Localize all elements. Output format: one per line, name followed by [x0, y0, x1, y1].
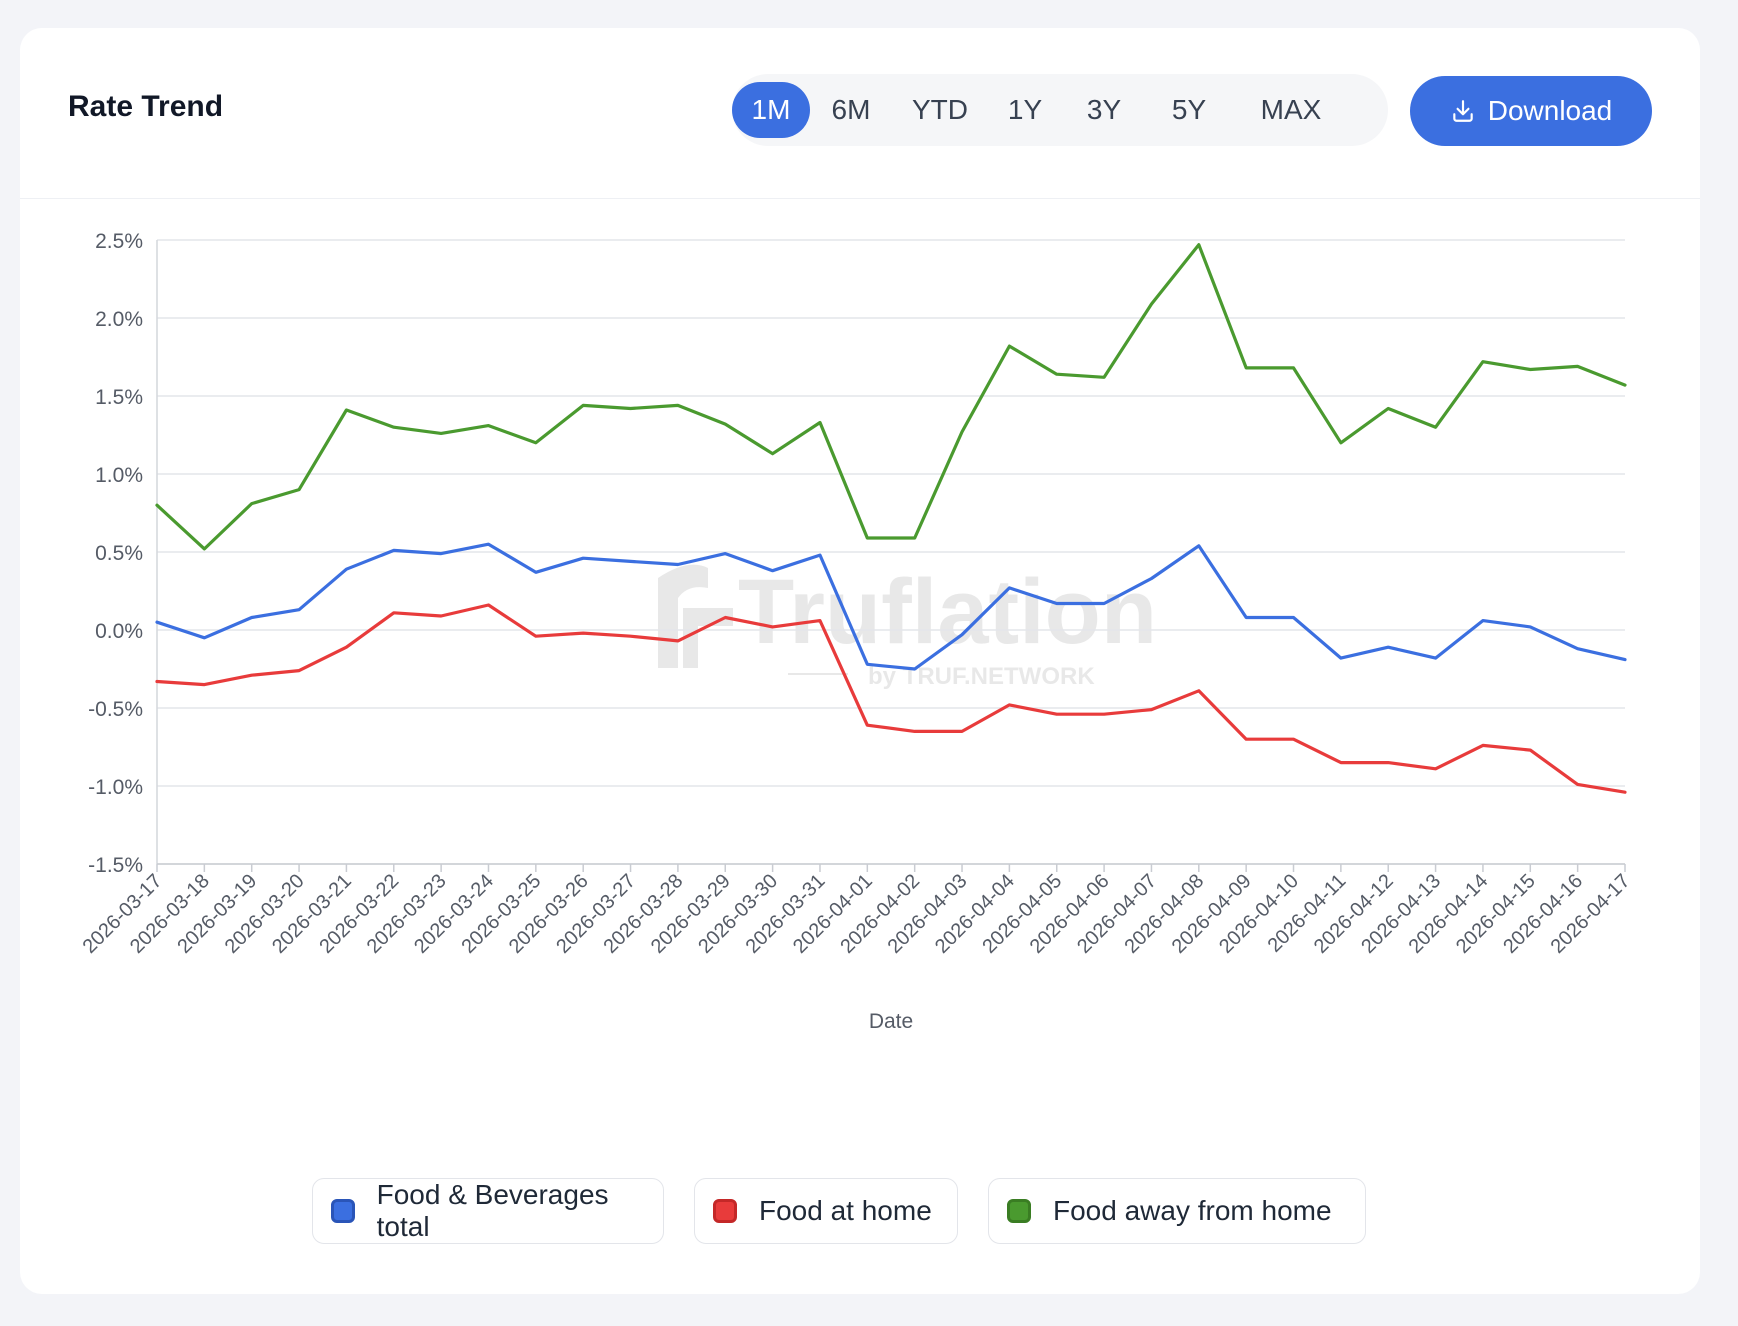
- rate-trend-card: Rate Trend 1M 6M YTD 1Y 3Y 5Y MAX Downlo…: [20, 28, 1700, 1294]
- y-tick-label: -0.5%: [88, 698, 143, 721]
- chart-legend: Food & Beverages total Food at home Food…: [20, 1178, 1700, 1248]
- legend-label: Food & Beverages total: [376, 1179, 609, 1242]
- range-1m-button[interactable]: 1M: [732, 82, 810, 138]
- line-chart: -1.5%-1.0%-0.5%0.0%0.5%1.0%1.5%2.0%2.5%2…: [79, 230, 1635, 1033]
- y-tick-label: 1.5%: [95, 386, 143, 409]
- legend-item-food-at-home[interactable]: Food at home: [694, 1178, 958, 1244]
- series-line-food-beverages-total: [155, 542, 1627, 671]
- range-5y-button[interactable]: 5Y: [1150, 82, 1228, 138]
- legend-swatch-red: [713, 1199, 737, 1223]
- legend-swatch-green: [1007, 1199, 1031, 1223]
- page-title: Rate Trend: [68, 90, 224, 123]
- legend-item-food-away-from-home[interactable]: Food away from home: [988, 1178, 1366, 1244]
- legend-item-food-beverages-total[interactable]: Food & Beverages total: [312, 1178, 664, 1244]
- y-tick-label: 0.0%: [95, 620, 143, 643]
- x-axis-title: Date: [869, 1010, 913, 1033]
- legend-swatch-blue: [331, 1199, 355, 1223]
- download-label: Download: [1487, 95, 1613, 126]
- range-1y-button[interactable]: 1Y: [992, 82, 1058, 138]
- series-line-food-at-home: [155, 603, 1627, 794]
- legend-label: Food away from home: [1053, 1195, 1332, 1226]
- series-line-food-away-from-home: [155, 243, 1627, 551]
- y-tick-label: -1.5%: [88, 854, 143, 877]
- range-6m-button[interactable]: 6M: [812, 82, 890, 138]
- range-ytd-button[interactable]: YTD: [896, 82, 984, 138]
- card-header: Rate Trend 1M 6M YTD 1Y 3Y 5Y MAX Downlo…: [20, 28, 1700, 199]
- range-max-button[interactable]: MAX: [1238, 82, 1344, 138]
- y-tick-label: 2.0%: [95, 308, 143, 331]
- y-tick-label: 0.5%: [95, 542, 143, 565]
- download-icon: [1452, 100, 1473, 122]
- legend-label: Food at home: [759, 1195, 932, 1226]
- y-tick-label: -1.0%: [88, 776, 143, 799]
- range-selector: 1M 6M YTD 1Y 3Y 5Y MAX: [732, 74, 1388, 146]
- y-tick-label: 1.0%: [95, 464, 143, 487]
- y-tick-label: 2.5%: [95, 230, 143, 253]
- range-3y-button[interactable]: 3Y: [1066, 82, 1142, 138]
- download-button[interactable]: Download: [1410, 76, 1652, 146]
